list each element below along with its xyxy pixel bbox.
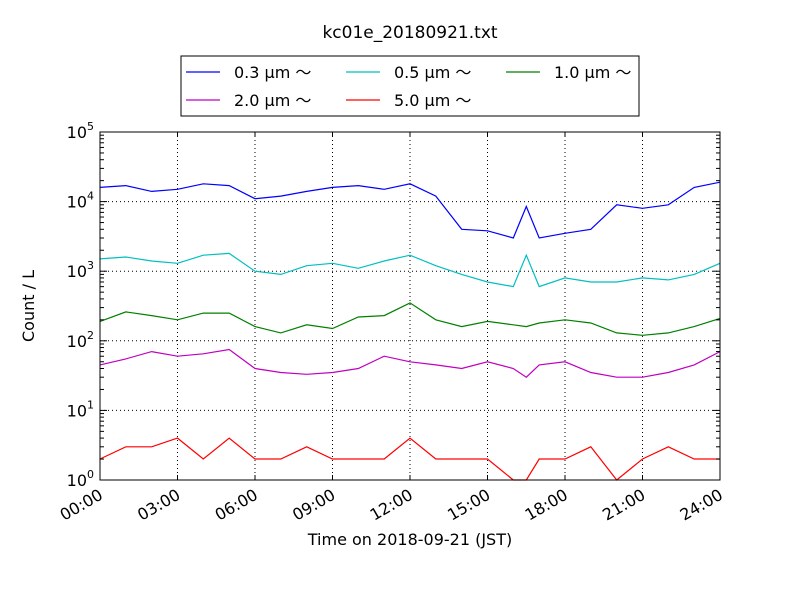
legend-entry: 5.0 μm ～ (394, 91, 471, 110)
x-axis-label: Time on 2018-09-21 (JST) (307, 530, 512, 549)
y-tick-label: 100 (67, 468, 94, 490)
x-tick-label: 12:00 (367, 485, 416, 525)
series-line-0 (99, 181, 721, 239)
series-line-4 (99, 437, 720, 481)
series-line-2 (99, 302, 721, 336)
legend: 0.3 μm ～ 0.5 μm ～ 1.0 μm ～ 2.0 μm ～ 5.0 μm ～ (180, 55, 640, 117)
y-axis-label: Count / L (19, 270, 38, 342)
legend-entry: 0.3 μm ～ (234, 63, 311, 82)
x-tick-label: 06:00 (212, 485, 261, 525)
x-tick-label: 18:00 (522, 485, 571, 525)
chart-title: kc01e_20180921.txt (322, 23, 497, 43)
grid (100, 132, 720, 480)
x-tick-labels: 00:00 03:00 06:00 09:00 12:00 15:00 18:00 21:00… (57, 485, 726, 525)
axis-ticks (99, 131, 721, 481)
y-tick-label: 104 (67, 190, 94, 212)
legend-entry: 0.5 μm ～ (394, 63, 471, 82)
x-tick-label: 09:00 (289, 485, 338, 525)
series-line-3 (99, 348, 721, 378)
x-tick-label: 03:00 (134, 485, 183, 525)
y-tick-label: 103 (67, 259, 94, 281)
x-tick-label: 24:00 (677, 485, 726, 525)
legend-entry: 2.0 μm ～ (234, 91, 311, 110)
x-tick-label: 15:00 (444, 485, 493, 525)
x-tick-label: 21:00 (599, 485, 648, 525)
x-tick-label: 00:00 (57, 485, 106, 525)
y-tick-label: 101 (67, 398, 94, 420)
y-tick-labels: 100 101 102 103 104 105 (67, 120, 94, 490)
y-tick-label: 102 (67, 329, 94, 351)
legend-entry: 1.0 μm ～ (554, 63, 631, 82)
y-tick-label: 105 (67, 120, 94, 142)
series-line-1 (99, 252, 721, 288)
plot-lines (99, 181, 721, 481)
legend-box (180, 55, 640, 117)
